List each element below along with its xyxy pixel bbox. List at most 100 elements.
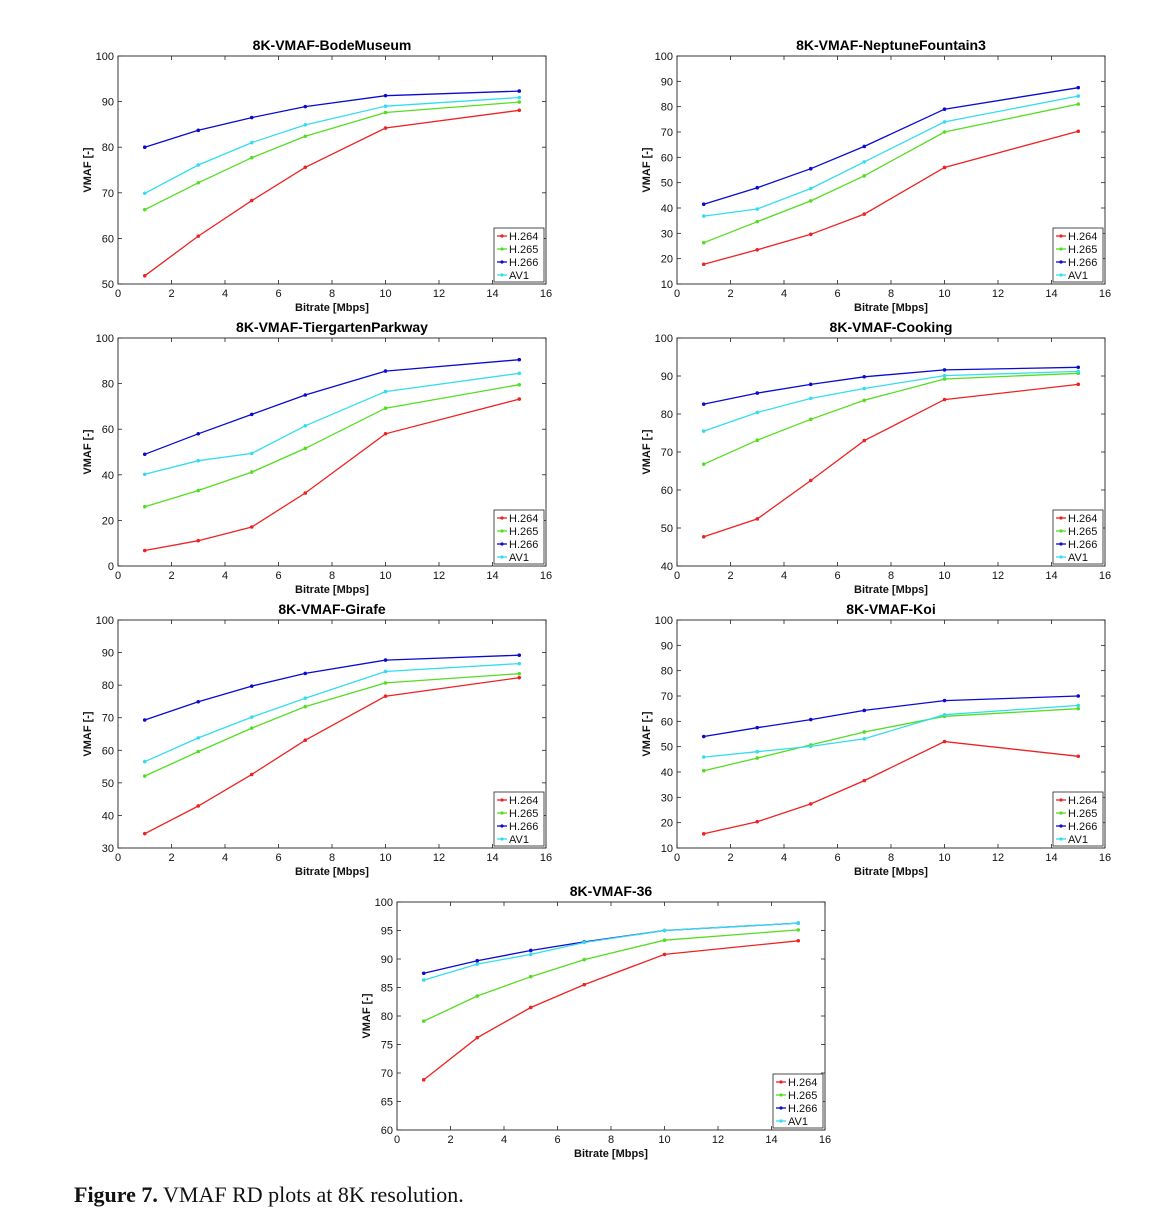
data-point-h265	[862, 174, 867, 178]
data-point-h264	[1076, 129, 1081, 134]
legend-marker	[1059, 798, 1063, 802]
x-tick-label: 0	[115, 288, 121, 300]
data-point-av1	[528, 952, 533, 957]
data-point-h264	[383, 126, 388, 130]
y-tick-label: 30	[661, 228, 673, 240]
legend-marker	[779, 1080, 783, 1084]
data-point-h266	[475, 958, 480, 963]
data-point-h265	[142, 774, 147, 778]
series-line-h264	[144, 677, 520, 835]
y-tick-label: 65	[381, 1097, 393, 1109]
x-tick-label: 16	[540, 852, 552, 864]
y-tick-label: 10	[661, 279, 673, 291]
data-point-av1	[862, 737, 867, 741]
legend-label: H.265	[788, 1090, 817, 1102]
data-point-av1	[796, 921, 801, 925]
data-point-h265	[942, 130, 947, 134]
chart-title: 8K-VMAF-Koi	[846, 601, 935, 617]
data-point-av1	[942, 373, 947, 378]
data-point-av1	[701, 214, 706, 218]
legend-label: AV1	[1068, 270, 1088, 282]
x-tick-label: 8	[608, 1134, 614, 1146]
x-tick-label: 4	[222, 570, 228, 582]
chart-panel-6: 8K-VMAF-Koi 0 2 4 6 8 10 12 14 16 10 20 30 40 50 60 70 80…	[641, 601, 1111, 878]
y-tick-label: 60	[661, 485, 673, 497]
legend-marker	[1059, 824, 1063, 828]
plot-frame	[117, 619, 547, 849]
data-point-av1	[701, 429, 706, 433]
series-line-av1	[703, 370, 1079, 432]
x-tick-label: 2	[168, 570, 174, 582]
x-tick-label: 14	[765, 1134, 777, 1146]
data-point-h265	[701, 240, 706, 245]
legend-label: AV1	[509, 270, 529, 282]
y-tick-label: 80	[661, 409, 673, 421]
data-point-av1	[942, 120, 947, 124]
data-point-h266	[808, 166, 813, 171]
series-line-h265	[703, 103, 1079, 244]
legend-marker	[500, 529, 504, 533]
data-point-h265	[1076, 706, 1081, 711]
x-tick-label: 14	[1045, 570, 1057, 582]
legend-marker	[779, 1119, 783, 1123]
data-point-h266	[755, 185, 760, 190]
series-line-h264	[703, 740, 1079, 835]
y-tick-label: 70	[661, 127, 673, 139]
y-tick-label: 80	[381, 1011, 393, 1023]
data-point-h265	[942, 377, 947, 381]
data-point-av1	[142, 191, 147, 196]
series-line-h265	[703, 372, 1079, 465]
series-line-h266	[144, 654, 520, 721]
legend-label: H.266	[1068, 539, 1097, 551]
data-point-av1	[701, 755, 706, 759]
x-tick-label: 16	[540, 570, 552, 582]
y-tick-label: 90	[102, 97, 114, 109]
data-point-h266	[808, 382, 813, 387]
x-tick-label: 8	[329, 288, 335, 300]
data-point-av1	[808, 186, 813, 191]
data-point-h266	[942, 698, 947, 703]
legend-label: H.265	[509, 526, 538, 538]
x-tick-label: 12	[992, 288, 1004, 300]
chart-title: 8K-VMAF-36	[570, 883, 653, 899]
series-line-h266	[703, 695, 1079, 738]
figure-caption-text: VMAF RD plots at 8K resolution.	[163, 1182, 464, 1207]
legend-marker	[500, 837, 504, 841]
legend-label: AV1	[509, 834, 529, 846]
legend-marker	[1059, 234, 1063, 238]
series-line-av1	[423, 922, 799, 981]
data-point-h266	[517, 89, 522, 93]
data-point-av1	[1076, 703, 1081, 708]
y-tick-label: 20	[661, 254, 673, 266]
x-tick-label: 6	[834, 570, 840, 582]
data-point-av1	[196, 736, 201, 740]
x-tick-label: 16	[540, 288, 552, 300]
data-point-h266	[517, 357, 522, 362]
data-point-h264	[862, 438, 867, 443]
legend-label: H.266	[788, 1103, 817, 1115]
series-line-h265	[703, 708, 1079, 772]
data-point-av1	[755, 410, 760, 415]
y-axis-label: VMAF [-]	[82, 711, 94, 757]
legend-marker	[500, 234, 504, 238]
figure-caption: Figure 7. VMAF RD plots at 8K resolution…	[74, 1182, 464, 1208]
data-point-h266	[808, 717, 813, 722]
data-point-h264	[755, 248, 760, 252]
x-axis-label: Bitrate [Mbps]	[295, 584, 369, 596]
legend-label: AV1	[1068, 552, 1088, 564]
legend-label: H.264	[1068, 795, 1097, 807]
x-tick-label: 12	[992, 570, 1004, 582]
data-point-h264	[528, 1005, 533, 1010]
legend-marker	[1059, 555, 1063, 559]
x-tick-label: 14	[1045, 288, 1057, 300]
y-tick-label: 20	[102, 515, 114, 527]
x-tick-label: 12	[433, 288, 445, 300]
x-tick-label: 14	[486, 288, 498, 300]
x-tick-label: 2	[727, 288, 733, 300]
data-point-av1	[421, 978, 426, 982]
data-point-h264	[1076, 754, 1081, 759]
legend-marker	[1059, 273, 1063, 277]
y-tick-label: 100	[655, 333, 673, 345]
y-tick-label: 70	[661, 691, 673, 703]
